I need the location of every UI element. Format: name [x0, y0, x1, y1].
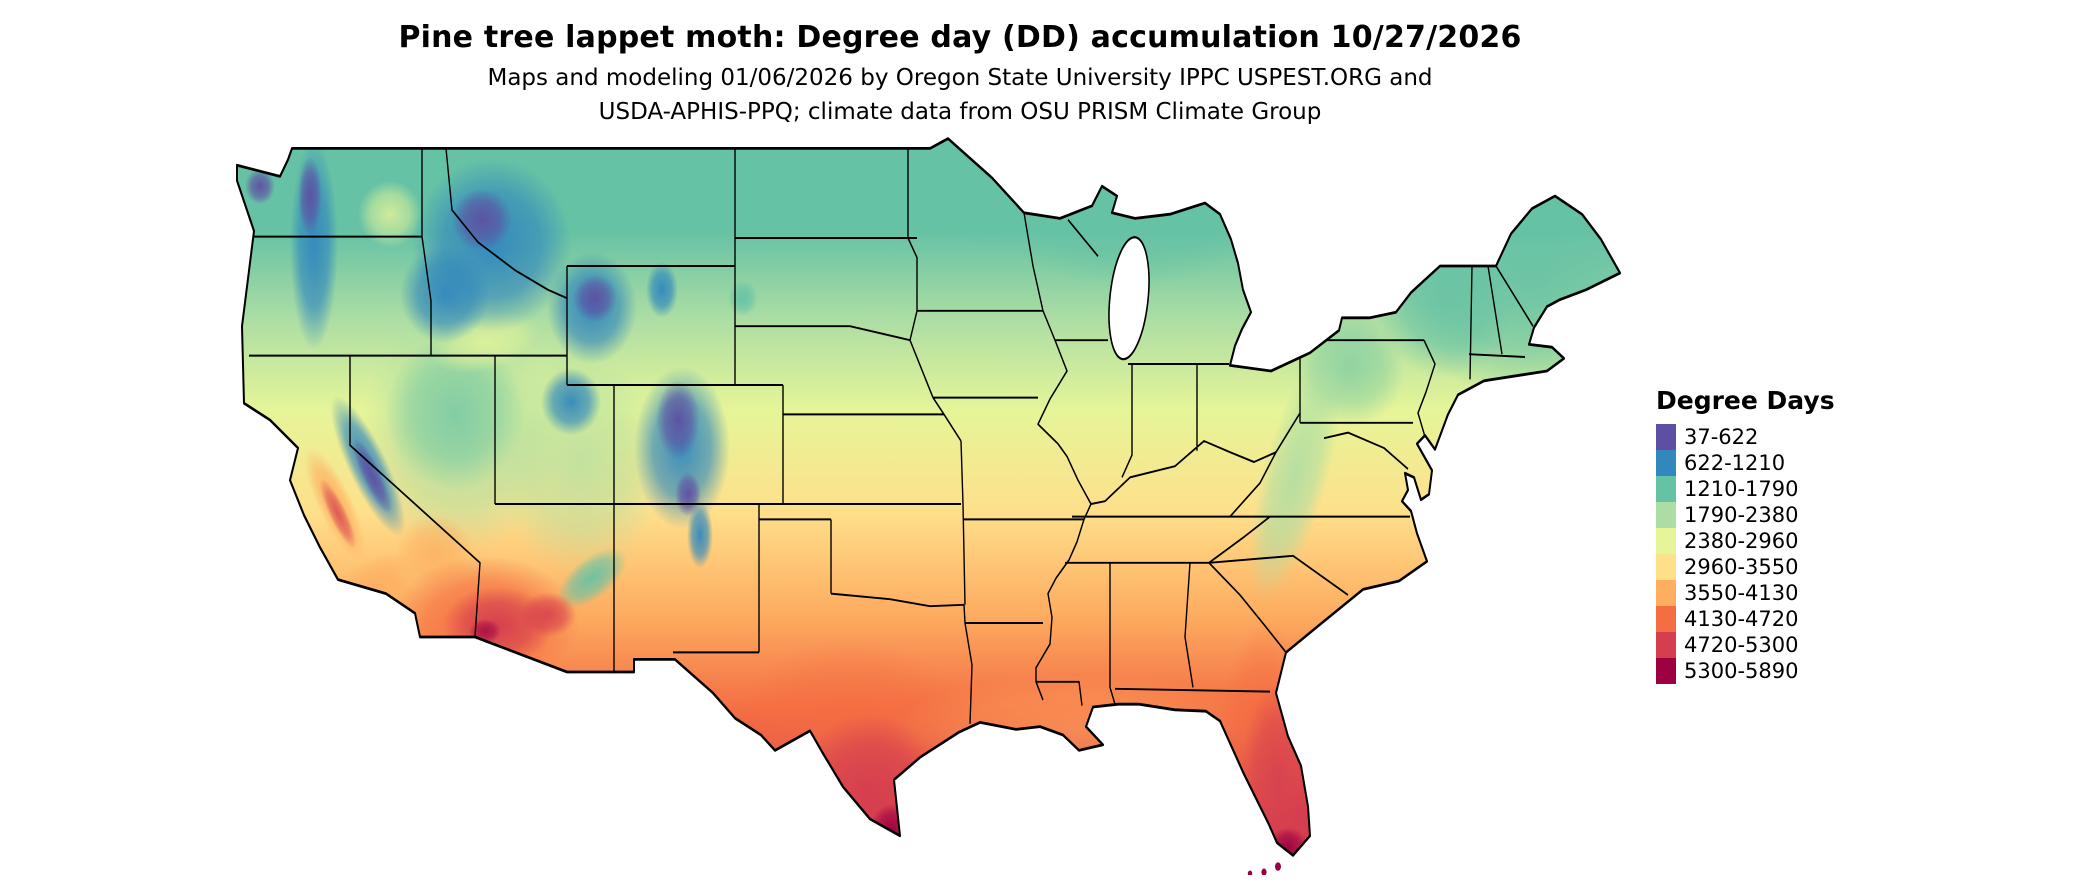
legend-swatch	[1656, 606, 1676, 632]
legend-label: 37-622	[1684, 425, 1759, 449]
legend-swatch	[1656, 554, 1676, 580]
legend-swatch	[1656, 632, 1676, 658]
legend-row: 622-1210	[1656, 450, 1835, 476]
map-subtitle-line2: USDA-APHIS-PPQ; climate data from OSU PR…	[598, 99, 1322, 125]
legend-label: 622-1210	[1684, 451, 1786, 475]
legend-swatch	[1656, 528, 1676, 554]
map-subtitle-line1: Maps and modeling 01/06/2026 by Oregon S…	[487, 65, 1433, 91]
legend-swatch	[1656, 424, 1676, 450]
florida-keys-dots	[1247, 862, 1281, 875]
legend-swatch	[1656, 502, 1676, 528]
legend-label: 2960-3550	[1684, 555, 1799, 579]
legend: Degree Days 37-622 622-1210 1210-1790 1790-…	[1656, 386, 1835, 684]
legend-row: 4130-4720	[1656, 606, 1835, 632]
us-degree-day-map	[235, 137, 1622, 875]
legend-label: 3550-4130	[1684, 581, 1799, 605]
legend-row: 2380-2960	[1656, 528, 1835, 554]
map-subtitle: Maps and modeling 01/06/2026 by Oregon S…	[0, 61, 1920, 129]
legend-row: 1210-1790	[1656, 476, 1835, 502]
lake-michigan	[1108, 236, 1150, 361]
legend-label: 1210-1790	[1684, 477, 1799, 501]
legend-title: Degree Days	[1656, 386, 1835, 415]
legend-row: 3550-4130	[1656, 580, 1835, 606]
map-title: Pine tree lappet moth: Degree day (DD) a…	[398, 20, 1522, 55]
legend-row: 37-622	[1656, 424, 1835, 450]
legend-label: 4720-5300	[1684, 633, 1799, 657]
legend-label: 1790-2380	[1684, 503, 1799, 527]
legend-row: 1790-2380	[1656, 502, 1835, 528]
state-borders	[240, 148, 1534, 724]
legend-label: 5300-5890	[1684, 659, 1799, 683]
legend-row: 4720-5300	[1656, 632, 1835, 658]
legend-row: 5300-5890	[1656, 658, 1835, 684]
legend-label: 4130-4720	[1684, 607, 1799, 631]
legend-rows: 37-622 622-1210 1210-1790 1790-2380 2380-296…	[1656, 424, 1835, 684]
legend-swatch	[1656, 580, 1676, 606]
legend-label: 2380-2960	[1684, 529, 1799, 553]
legend-swatch	[1656, 450, 1676, 476]
legend-row: 2960-3550	[1656, 554, 1835, 580]
legend-swatch	[1656, 476, 1676, 502]
legend-swatch	[1656, 658, 1676, 684]
